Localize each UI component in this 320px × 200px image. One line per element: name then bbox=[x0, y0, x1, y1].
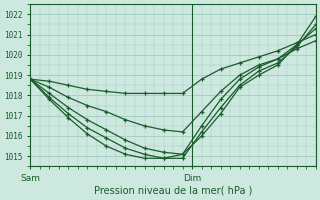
X-axis label: Pression niveau de la mer( hPa ): Pression niveau de la mer( hPa ) bbox=[94, 186, 252, 196]
